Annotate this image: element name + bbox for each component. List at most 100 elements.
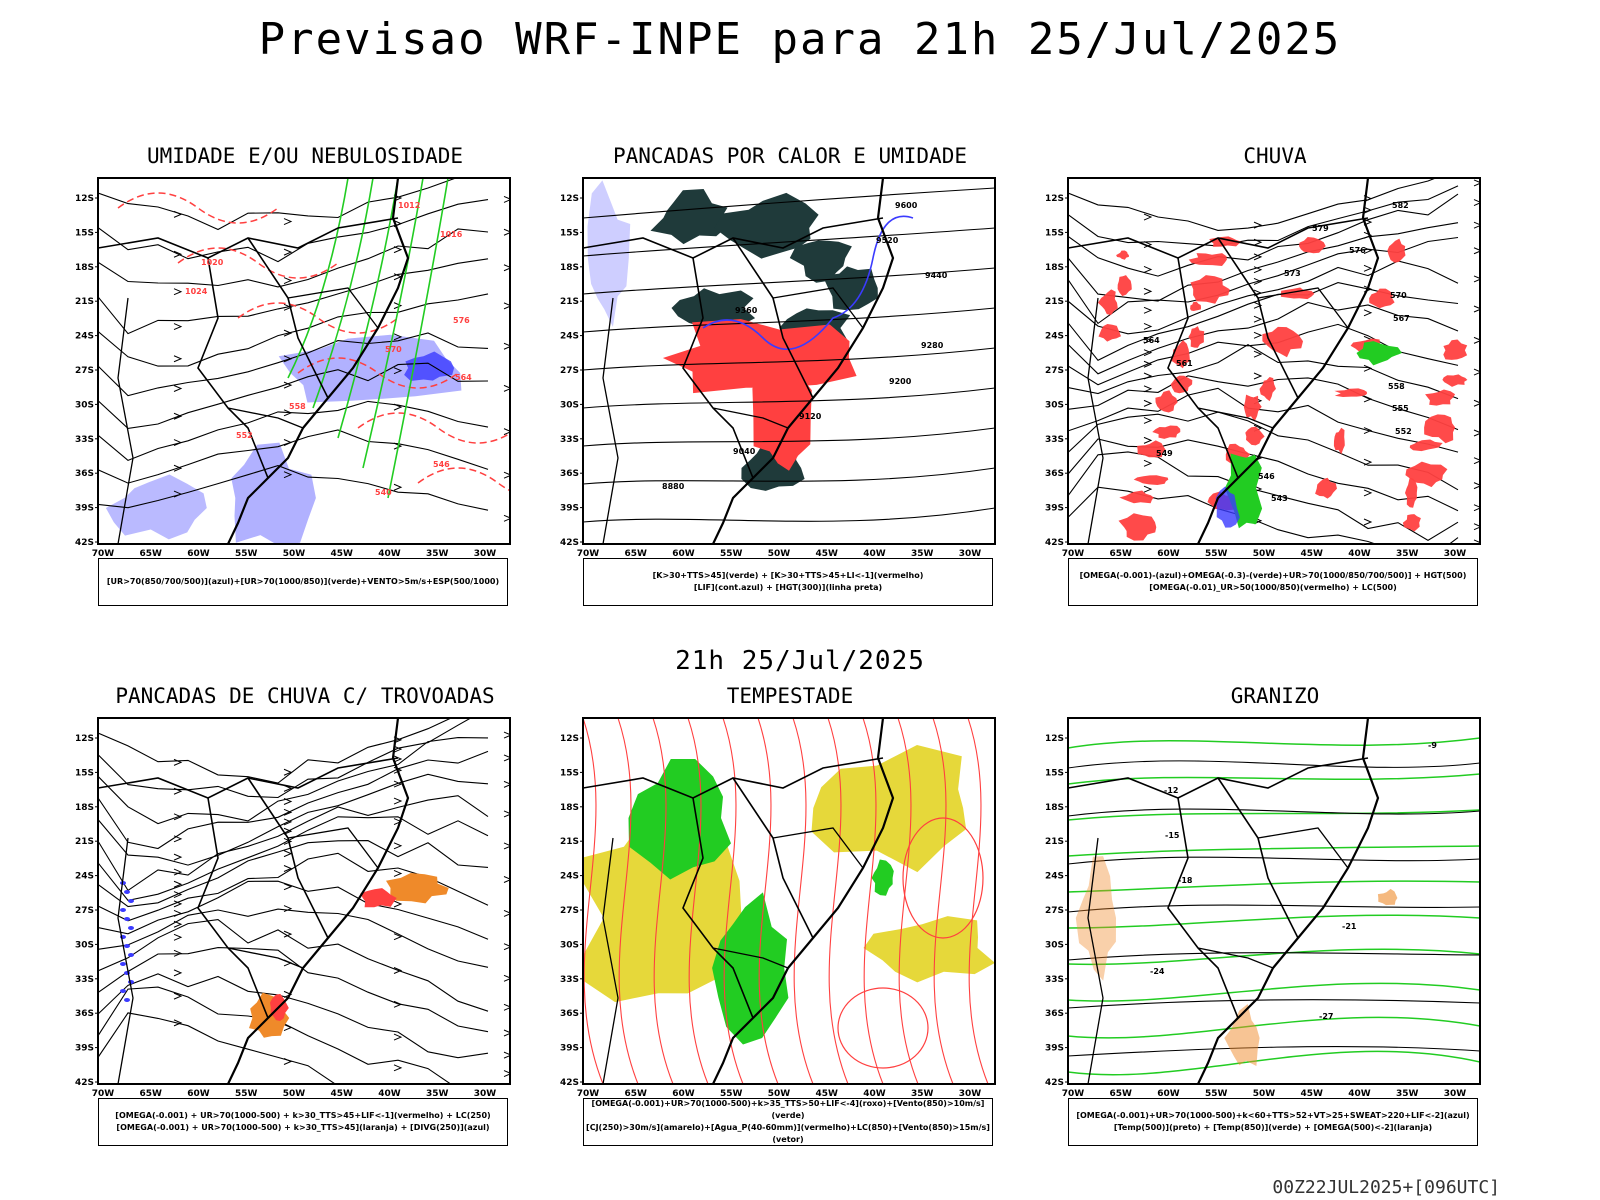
contour-label: 582 [1392,201,1409,210]
lat-tick-label: 33S [75,435,94,445]
lon-tick-label: 40W [863,549,886,559]
lon-tick-label: 70W [92,1089,115,1099]
lon-tick-label: 50W [283,549,306,559]
lat-tick-label: 12S [560,734,579,744]
contour-label: 570 [385,345,402,354]
lon-tick-label: 40W [863,1089,886,1099]
lat-tick-label: 24S [560,332,579,342]
lat-tick-label: 15S [560,228,579,238]
contour-label: 9600 [895,201,918,210]
legend-box: [OMEGA(-0.001)+UR>70(1000-500)+k<60+TTS>… [1068,1098,1478,1146]
lon-tick-label: 55W [235,1089,258,1099]
lon-tick-label: 45W [816,549,839,559]
legend-line: [OMEGA(-0.001) + UR>70(1000-500) + k>30_… [116,1123,490,1132]
contour-label: 579 [1312,224,1329,233]
map-layers: -9 -12 -15 -18 -21 -24 -27 [1068,718,1480,1084]
lat-tick-label: 27S [75,366,94,376]
legend-box: [UR>70(850/700/500)](azul)+[UR>70(1000/8… [98,558,508,606]
map-panel-heat: PANCADAS POR CALOR E UMIDADE 12S 15S 18S 21S… [545,140,1035,620]
lon-tick-label: 55W [720,1089,743,1099]
lat-tick-label: 42S [560,1078,579,1088]
lat-tick-label: 24S [1045,872,1064,882]
lon-tick-label: 30W [474,549,497,559]
lon-tick-label: 60W [187,549,210,559]
lon-tick-label: 50W [1253,1089,1276,1099]
contour-label: 570 [1390,291,1407,300]
contour-label: -18 [1178,876,1193,885]
lon-tick-label: 60W [672,549,695,559]
lat-tick-label: 21S [560,837,579,847]
lon-tick-label: 55W [1205,1089,1228,1099]
lon-tick-label: 35W [911,549,934,559]
lat-tick-label: 39S [75,504,94,514]
contour-label: 564 [1143,336,1160,345]
lat-tick-label: 24S [75,872,94,882]
lat-tick-label: 21S [560,297,579,307]
legend-line: [OMEGA(-0.001) + UR>70(1000-500) + k>30_… [115,1111,491,1120]
bottom-row-date: 21h 25/Jul/2025 [675,646,925,676]
lon-tick-label: 60W [1157,549,1180,559]
lat-tick-label: 18S [560,263,579,273]
legend-line: [OMEGA(-0.01)_UR>50(1000/850)(vermelho) … [1149,583,1397,592]
lat-tick-label: 33S [75,975,94,985]
lat-tick-label: 12S [1045,194,1064,204]
contour-label: 9200 [889,377,912,386]
lon-tick-label: 55W [1205,549,1228,559]
map-layers [98,718,510,1084]
lon-tick-label: 65W [140,1089,163,1099]
lon-tick-label: 70W [1062,549,1085,559]
lat-tick-label: 18S [1045,803,1064,813]
contour-label: -9 [1428,741,1437,750]
lon-tick-label: 40W [1348,549,1371,559]
map-panel-rain: CHUVA 12S 15S 18S 21S 24S 27S 30S 33S 36S 39S 42S 70… [1030,140,1520,620]
contour-label: -21 [1342,922,1357,931]
panel-title: PANCADAS DE CHUVA C/ TROVOADAS [115,684,495,708]
map-layers [583,718,995,1084]
lat-tick-label: 42S [1045,1078,1064,1088]
contour-label: 573 [1284,269,1301,278]
lat-tick-label: 33S [1045,975,1064,985]
contour-label: -15 [1165,831,1180,840]
lat-tick-label: 39S [75,1044,94,1054]
lat-tick-label: 21S [75,297,94,307]
contour-label: 9520 [876,236,899,245]
contour-label: -12 [1164,786,1178,795]
lon-tick-label: 40W [378,549,401,559]
lon-tick-label: 50W [768,1089,791,1099]
legend-line: [OMEGA(-0.001)+UR>70(1000-500)+k>35_TTS>… [591,1099,985,1120]
contour-label: -27 [1319,1012,1333,1021]
panel-title: UMIDADE E/OU NEBULOSIDADE [146,144,464,168]
lat-tick-label: 15S [1045,228,1064,238]
lat-tick-label: 12S [75,194,94,204]
contour-label: 552 [236,431,253,440]
contour-label: 576 [453,316,470,325]
lon-tick-label: 35W [911,1089,934,1099]
lat-tick-label: 36S [560,469,579,479]
lat-tick-label: 21S [1045,837,1064,847]
legend-box: [OMEGA(-0.001) + UR>70(1000-500) + k>30_… [98,1098,508,1146]
lon-tick-label: 65W [625,549,648,559]
lon-tick-label: 40W [1348,1089,1371,1099]
lat-tick-label: 21S [75,837,94,847]
lat-tick-label: 27S [560,366,579,376]
lat-tick-label: 27S [1045,366,1064,376]
legend-box: [OMEGA(-0.001)-(azul)+OMEGA(-0.3)-(verde… [1068,558,1478,606]
lat-tick-label: 24S [75,332,94,342]
lon-tick-label: 30W [1444,1089,1467,1099]
lat-tick-label: 27S [1045,906,1064,916]
lat-tick-label: 15S [75,768,94,778]
map-panel-hail: GRANIZO 12S 15S 18S 21S 24S 27S 30S 33S 36S 39S 42S… [1030,680,1520,1160]
lat-tick-label: 33S [560,435,579,445]
lat-tick-label: 12S [75,734,94,744]
lon-tick-label: 35W [426,1089,449,1099]
lat-tick-label: 36S [1045,469,1064,479]
lon-tick-label: 70W [92,549,115,559]
lat-tick-label: 12S [1045,734,1064,744]
map-panel-thunder: PANCADAS DE CHUVA C/ TROVOADAS 12S 15S 18S 2… [60,680,550,1160]
lon-tick-label: 50W [768,549,791,559]
lat-tick-label: 30S [75,400,94,410]
lat-tick-label: 30S [560,940,579,950]
map-panel-humidity: UMIDADE E/OU NEBULOSIDADE 12S 15S 18S 21S 24S… [60,140,550,620]
